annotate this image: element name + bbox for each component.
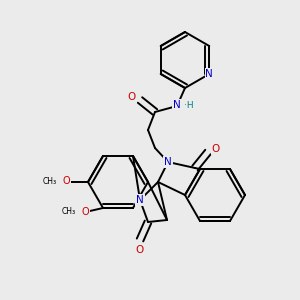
- Text: CH₃: CH₃: [62, 208, 76, 217]
- Text: ·H: ·H: [184, 100, 194, 109]
- Text: O: O: [212, 144, 220, 154]
- Text: N: N: [136, 195, 144, 205]
- Text: O: O: [128, 92, 136, 102]
- Text: N: N: [164, 157, 172, 167]
- Text: N: N: [173, 100, 181, 110]
- Text: CH₃: CH₃: [43, 176, 57, 185]
- Text: O: O: [81, 207, 89, 217]
- Text: O: O: [136, 245, 144, 255]
- Text: O: O: [62, 176, 70, 186]
- Text: N: N: [206, 69, 213, 79]
